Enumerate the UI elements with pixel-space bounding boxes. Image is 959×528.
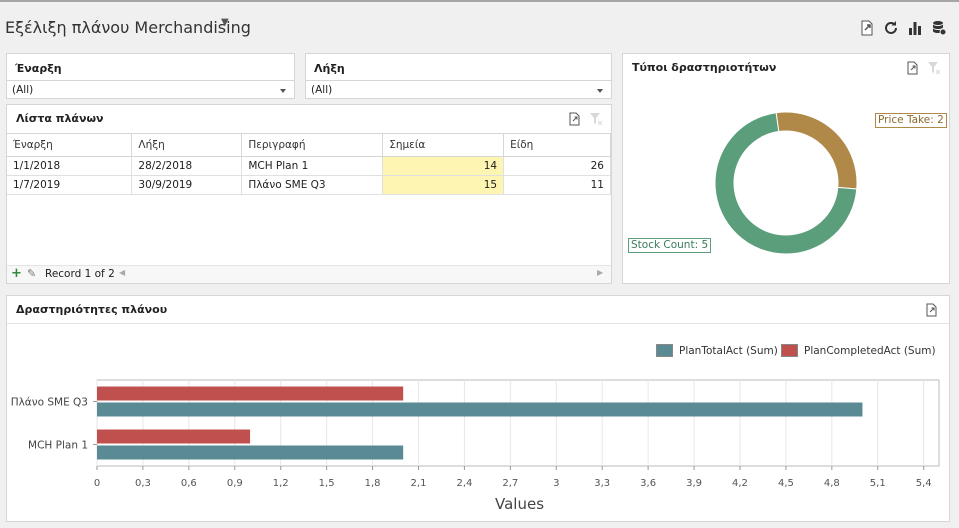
clear-filter-icon[interactable] [589,112,603,126]
title-filter-icon[interactable]: ▼ [221,17,229,28]
activities-bar-chart: 0 0,3 0,6 0,9 1,2 1,5 1,8 2,1 2,4 2,7 3 3,3 3,6 3,9 4,… [11,379,940,489]
end-filter: Λήξη (All) [305,53,612,99]
x-tick-label: 1,2 [273,478,289,489]
top-border [0,0,959,2]
x-tick-label: 1,8 [365,478,381,489]
export-icon[interactable] [568,112,582,126]
column-header-description[interactable]: Περιγραφή [241,133,384,157]
record-counter: Record 1 of 2 [45,268,115,280]
export-icon[interactable] [925,303,939,317]
export-icon[interactable] [906,61,920,75]
x-tick-label: 4,2 [732,478,748,489]
x-tick-label: 5,1 [870,478,886,489]
refresh-icon[interactable] [883,20,899,36]
export-icon[interactable] [859,20,875,36]
cell-description[interactable]: Πλάνο SME Q3 [241,175,384,195]
grid-navigator: + ✎ Record 1 of 2 ◀ ▶ [7,265,611,283]
activity-types-donut [714,111,858,255]
end-filter-value: (All) [311,84,333,96]
donut-label-price-take: Price Take: 2 [875,113,947,128]
chart-icon[interactable] [907,20,923,36]
x-tick-label: 3,9 [686,478,702,489]
x-tick-label: 0 [94,478,100,489]
database-icon[interactable] [931,20,947,36]
edit-icon[interactable]: ✎ [27,267,37,280]
x-tick-label: 3,6 [640,478,656,489]
add-record-icon[interactable]: + [11,266,22,281]
clear-filter-icon[interactable] [927,61,941,75]
scroll-left-icon[interactable]: ◀ [119,268,126,277]
bar-completed[interactable] [97,386,404,401]
legend-item-total: PlanTotalAct (Sum) [656,344,778,357]
chevron-down-icon[interactable] [597,89,603,93]
cell-points[interactable]: 14 [382,156,505,176]
legend-swatch-completed [781,344,798,357]
x-tick-label: 1,5 [319,478,335,489]
x-tick-label: 0,9 [227,478,243,489]
x-tick-label: 3 [553,478,559,489]
legend-swatch-total [656,344,673,357]
y-category-label: Πλάνο SME Q3 [11,397,88,409]
x-tick-label: 4,5 [778,478,794,489]
cell-start[interactable]: 1/1/2018 [7,156,133,176]
column-header-items[interactable]: Είδη [503,133,611,157]
chevron-down-icon[interactable] [280,89,286,93]
cell-items[interactable]: 11 [503,175,611,195]
dashboard-toolbar [859,20,947,36]
cell-points[interactable]: 15 [382,175,505,195]
activity-types-title: Τύποι δραστηριοτήτων [632,61,777,74]
table-row[interactable]: 1/7/2019 30/9/2019 Πλάνο SME Q3 15 11 [7,175,611,195]
column-header-start[interactable]: Έναρξη [7,133,133,157]
x-axis-title: Values [495,495,545,513]
donut-label-stock-count: Stock Count: 5 [628,238,712,253]
plans-panel: Λίστα πλάνων Έναρξη Λήξη Περιγραφή Σημεί… [6,104,612,284]
activity-types-panel: Τύποι δραστηριοτήτων Price Take: 2 Stock… [622,53,950,284]
donut-slice[interactable] [775,111,858,190]
legend-label-completed: PlanCompletedAct (Sum) [804,344,936,357]
table-row[interactable]: 1/1/2018 28/2/2018 MCH Plan 1 14 26 [7,156,611,176]
activities-panel: Δραστηριότητες πλάνου PlanTotalAct (Sum)… [6,295,950,522]
start-filter-label: Έναρξη [15,62,62,75]
bar-total[interactable] [97,402,863,417]
bar-completed[interactable] [97,429,251,444]
x-tick-label: 5,4 [916,478,932,489]
dashboard-title: Εξέλιξη πλάνου Merchandising [5,18,251,37]
cell-start[interactable]: 1/7/2019 [7,175,133,195]
table-header-row: Έναρξη Λήξη Περιγραφή Σημεία Είδη [7,133,611,157]
y-category-label: MCH Plan 1 [28,440,88,452]
column-header-end[interactable]: Λήξη [131,133,243,157]
legend-label-total: PlanTotalAct (Sum) [679,344,778,357]
x-tick-label: 0,6 [181,478,197,489]
plans-table: Έναρξη Λήξη Περιγραφή Σημεία Είδη 1/1/20… [7,133,611,195]
start-filter-combo[interactable]: (All) [7,80,294,99]
start-filter: Έναρξη (All) [6,53,295,99]
end-filter-combo[interactable]: (All) [306,80,611,99]
cell-end[interactable]: 30/9/2019 [131,175,243,195]
cell-items[interactable]: 26 [503,156,611,176]
start-filter-value: (All) [12,84,34,96]
x-tick-label: 2,1 [411,478,427,489]
x-tick-label: 0,3 [135,478,151,489]
cell-description[interactable]: MCH Plan 1 [241,156,384,176]
column-header-points[interactable]: Σημεία [382,133,505,157]
legend-item-completed: PlanCompletedAct (Sum) [781,344,936,357]
panel-divider [7,323,949,324]
x-tick-label: 4,8 [824,478,840,489]
x-tick-label: 3,3 [594,478,610,489]
x-tick-label: 2,7 [502,478,518,489]
scroll-right-icon[interactable]: ▶ [597,268,604,277]
bar-total[interactable] [97,445,404,460]
donut-slice[interactable] [714,112,858,255]
activities-title: Δραστηριότητες πλάνου [16,303,168,316]
end-filter-label: Λήξη [314,62,345,75]
plans-title: Λίστα πλάνων [16,112,104,125]
cell-end[interactable]: 28/2/2018 [131,156,243,176]
x-tick-label: 2,4 [456,478,472,489]
